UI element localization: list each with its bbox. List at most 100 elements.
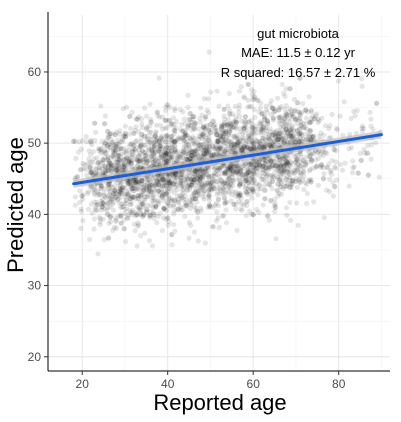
scatter-point	[320, 153, 326, 159]
scatter-point	[227, 185, 233, 191]
scatter-point	[157, 159, 164, 165]
scatter-point	[188, 177, 194, 183]
scatter-point	[245, 142, 251, 148]
scatter-point	[106, 192, 113, 198]
scatter-point	[225, 116, 231, 122]
x-tick-label: 40	[161, 377, 175, 391]
scatter-point	[147, 158, 153, 164]
scatter-point	[180, 188, 186, 194]
scatter-point	[316, 149, 322, 155]
scatter-point	[271, 165, 277, 171]
annotation-rsquared: R squared: 16.57 ± 2.71 %	[221, 65, 376, 80]
scatter-point	[112, 132, 118, 138]
scatter-point	[131, 194, 137, 200]
scatter-point	[226, 190, 232, 196]
scatter-point	[90, 159, 96, 165]
scatter-point	[288, 217, 294, 223]
scatter-point	[235, 137, 241, 143]
scatter-point	[97, 160, 103, 166]
scatter-point	[232, 134, 238, 140]
scatter-point	[194, 167, 200, 174]
scatter-point	[88, 169, 94, 175]
scatter-point	[178, 180, 184, 186]
scatter-point	[202, 148, 208, 154]
scatter-point	[135, 179, 142, 185]
scatter-point	[186, 142, 192, 148]
scatter-point	[136, 222, 142, 228]
scatter-point	[126, 191, 132, 197]
scatter-point	[234, 163, 240, 169]
scatter-point	[300, 101, 306, 107]
scatter-point	[112, 147, 118, 153]
scatter-point	[146, 145, 152, 151]
scatter-point	[277, 128, 283, 134]
scatter-point	[281, 129, 288, 135]
scatter-point	[207, 180, 213, 186]
scatter-point	[139, 178, 145, 184]
scatter-point	[182, 130, 188, 136]
scatter-point	[177, 179, 184, 185]
scatter-point	[270, 115, 276, 121]
scatter-point	[155, 188, 162, 194]
scatter-point	[276, 130, 282, 136]
scatter-point	[129, 185, 136, 192]
scatter-point	[116, 166, 123, 172]
scatter-point	[295, 156, 301, 162]
scatter-point	[114, 159, 120, 165]
scatter-point	[373, 140, 379, 146]
scatter-point	[106, 141, 112, 147]
scatter-point	[231, 144, 237, 150]
scatter-point	[275, 193, 281, 199]
scatter-point	[72, 202, 78, 208]
scatter-point	[119, 201, 125, 207]
scatter-point	[170, 172, 176, 178]
scatter-point	[103, 150, 109, 156]
scatter-point	[156, 154, 162, 161]
scatter-point	[207, 183, 213, 189]
scatter-point	[156, 138, 162, 144]
scatter-point	[279, 161, 286, 167]
scatter-point	[248, 170, 254, 176]
scatter-point	[223, 220, 230, 226]
scatter-point	[201, 171, 207, 177]
scatter-point	[289, 114, 295, 120]
scatter-point	[225, 143, 231, 149]
scatter-point	[142, 230, 148, 236]
scatter-point	[126, 158, 132, 164]
scatter-point	[143, 187, 149, 193]
scatter-point	[188, 182, 194, 188]
scatter-point	[156, 147, 162, 153]
scatter-point	[171, 202, 177, 208]
scatter-point	[198, 167, 204, 173]
scatter-point	[201, 144, 207, 150]
scatter-point	[205, 172, 211, 178]
scatter-point	[239, 207, 245, 213]
scatter-point	[88, 201, 94, 207]
scatter-point	[115, 152, 121, 159]
scatter-point	[212, 202, 218, 208]
scatter-point	[283, 126, 289, 132]
scatter-point	[240, 138, 246, 144]
scatter-point	[301, 169, 307, 175]
scatter-point	[260, 163, 266, 169]
scatter-point	[93, 188, 99, 194]
scatter-point	[107, 184, 113, 190]
scatter-point	[135, 154, 141, 160]
scatter-point	[283, 135, 289, 141]
scatter-point	[256, 144, 262, 150]
scatter-point	[145, 158, 151, 164]
scatter-point	[159, 138, 165, 144]
scatter-point	[308, 128, 314, 134]
scatter-point	[202, 137, 208, 143]
scatter-point	[220, 134, 226, 140]
y-axis-title: Predicted age	[3, 137, 28, 273]
scatter-point	[171, 149, 177, 155]
scatter-point	[285, 166, 291, 172]
scatter-point	[271, 109, 277, 115]
scatter-point	[151, 151, 157, 157]
scatter-point	[198, 146, 204, 152]
scatter-point	[165, 102, 171, 108]
scatter-point	[191, 126, 197, 132]
scatter-point	[260, 202, 266, 208]
scatter-point	[205, 145, 211, 151]
